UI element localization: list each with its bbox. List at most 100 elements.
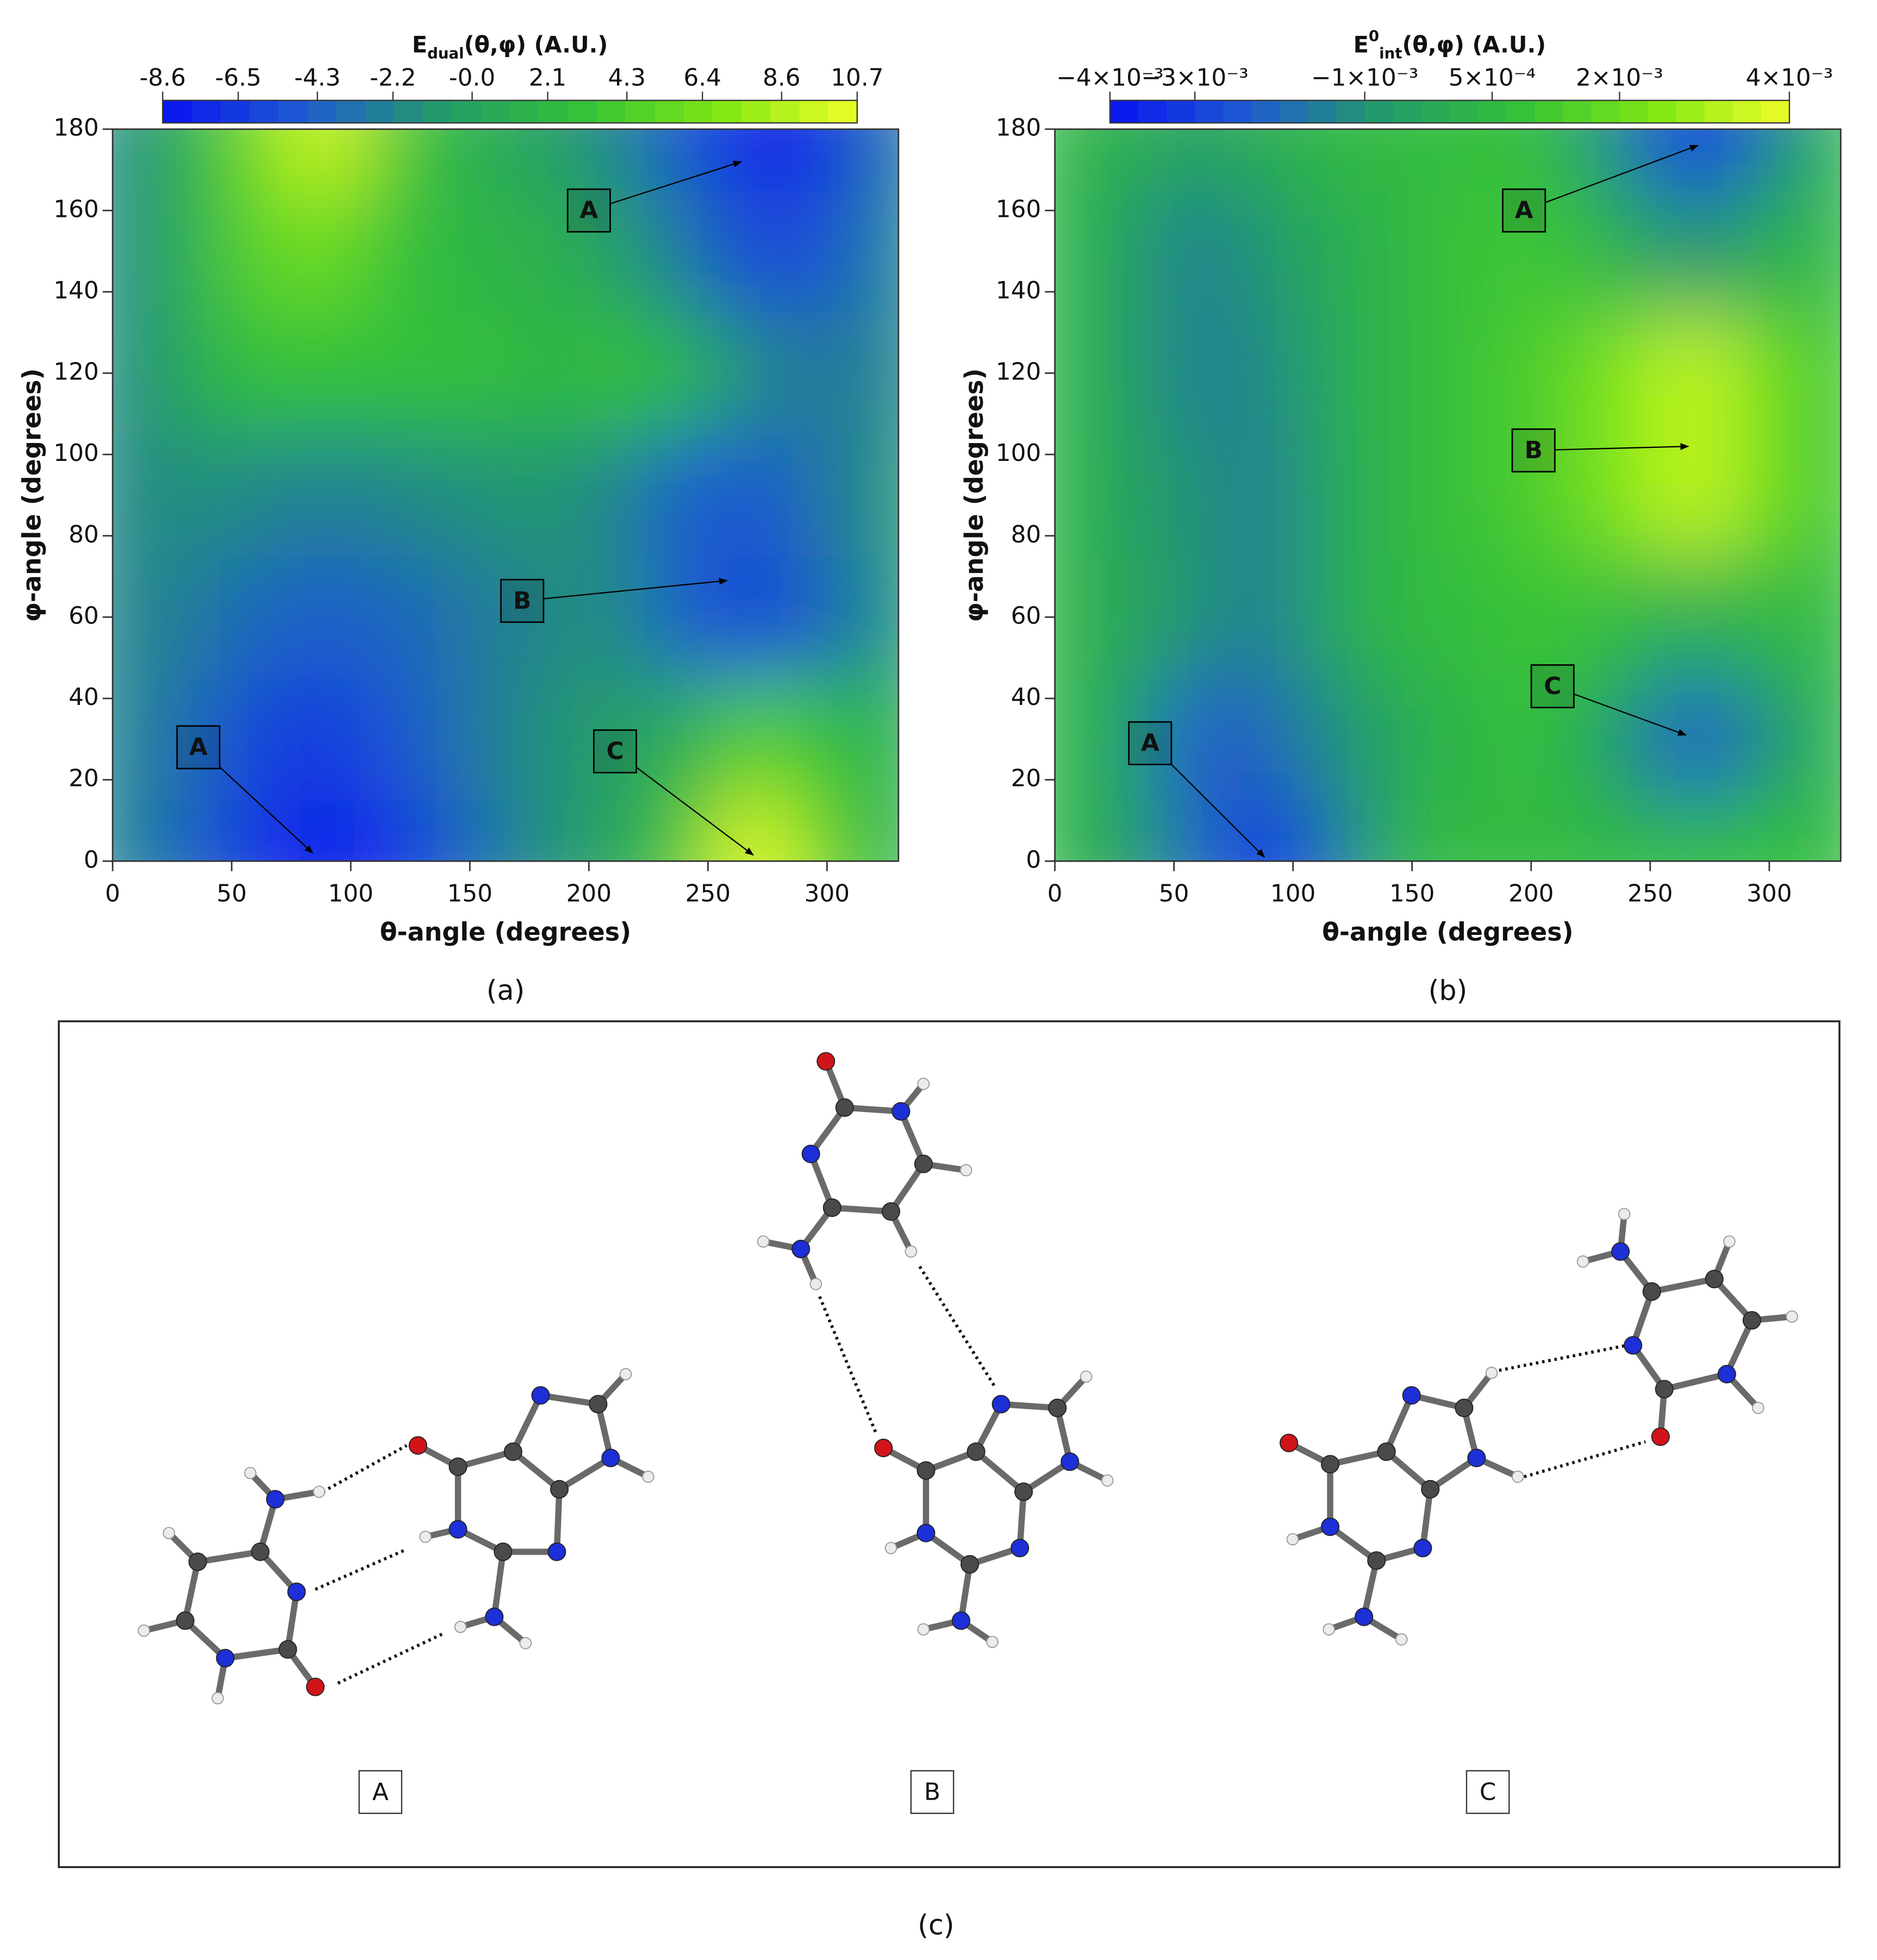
cell xyxy=(147,129,221,191)
cell xyxy=(1090,677,1163,801)
atom xyxy=(188,1552,207,1571)
annotation-arrow xyxy=(1171,764,1265,858)
atom xyxy=(835,1098,854,1117)
cell xyxy=(1161,129,1234,191)
bond xyxy=(958,1564,973,1621)
bond xyxy=(491,1551,507,1618)
atom xyxy=(589,1395,608,1414)
cell xyxy=(719,677,792,801)
cell xyxy=(1732,677,1806,801)
cell xyxy=(290,799,364,862)
cell xyxy=(1375,129,1449,191)
cell xyxy=(576,189,650,313)
colorbar-band xyxy=(249,100,279,123)
y-tick-label: 140 xyxy=(53,277,98,304)
cell xyxy=(1804,677,1841,801)
hydrogen-bond xyxy=(337,1632,445,1685)
cell xyxy=(719,311,792,435)
hydrogen-bond xyxy=(322,1444,408,1494)
y-axis-label: φ-angle (degrees) xyxy=(17,369,47,622)
cell xyxy=(433,311,507,435)
colorbar-band xyxy=(1109,100,1139,123)
cell xyxy=(290,189,364,313)
y-tick-label: 80 xyxy=(1011,521,1042,548)
cell xyxy=(504,129,578,191)
cell xyxy=(433,677,507,801)
colorbar-tick-label: 8.6 xyxy=(763,64,801,92)
colorbar-tick-label: 6.4 xyxy=(683,64,721,92)
bond xyxy=(540,1392,599,1408)
atom xyxy=(211,1692,224,1705)
y-tick-label: 60 xyxy=(1011,602,1042,629)
bond xyxy=(182,1561,201,1621)
cell xyxy=(1161,677,1234,801)
x-tick-label: 250 xyxy=(1627,879,1673,907)
colorbar-band xyxy=(1195,100,1224,123)
atom xyxy=(408,1436,427,1455)
annotation-label: A xyxy=(189,733,208,761)
atom xyxy=(485,1607,504,1626)
colorbar-band xyxy=(365,100,395,123)
hydrogen-bond xyxy=(1499,1344,1627,1372)
x-tick-label: 150 xyxy=(1389,879,1435,907)
bond xyxy=(808,1106,847,1156)
colorbar-band xyxy=(799,100,830,123)
cell xyxy=(219,311,292,435)
atom xyxy=(809,1278,822,1290)
atom xyxy=(138,1624,151,1637)
title-base: E xyxy=(1354,32,1369,58)
cell xyxy=(576,555,650,679)
cell xyxy=(1518,129,1592,191)
plot-frame xyxy=(111,128,900,862)
cell xyxy=(862,799,899,862)
atom xyxy=(1705,1270,1724,1289)
cell xyxy=(790,189,864,313)
bond xyxy=(888,1162,926,1214)
atom xyxy=(531,1386,550,1405)
atom xyxy=(1611,1242,1630,1261)
atom xyxy=(881,1202,901,1221)
cell xyxy=(1232,433,1306,557)
hydrogen-bond xyxy=(314,1547,408,1591)
atom xyxy=(176,1611,195,1630)
bond xyxy=(1384,1449,1432,1492)
atom xyxy=(801,1144,820,1164)
cell xyxy=(1804,189,1841,313)
colorbar-band xyxy=(1761,100,1791,123)
cell xyxy=(1375,189,1449,313)
bond xyxy=(197,1549,261,1565)
cell xyxy=(1661,311,1735,435)
cell xyxy=(1661,677,1735,801)
atom xyxy=(1752,1402,1764,1414)
cell xyxy=(862,189,899,313)
cell xyxy=(1590,433,1663,557)
annotation-label: B xyxy=(1524,436,1542,464)
colorbar-tick-label: 2×10⁻³ xyxy=(1576,64,1663,92)
annotation-label: A xyxy=(1515,197,1533,224)
colorbar-band xyxy=(1619,100,1649,123)
atom xyxy=(1402,1386,1421,1405)
colorbar-band xyxy=(394,100,424,123)
colorbar-band xyxy=(1648,100,1677,123)
cell xyxy=(1375,311,1449,435)
y-axis-label: φ-angle (degrees) xyxy=(959,369,989,622)
cell xyxy=(1661,189,1735,313)
cell xyxy=(362,189,435,313)
colorbar-band xyxy=(452,100,482,123)
atom xyxy=(966,1442,986,1461)
atom xyxy=(1717,1365,1736,1384)
cell xyxy=(147,555,221,679)
cell xyxy=(1232,555,1306,679)
x-tick-label: 50 xyxy=(1159,879,1189,907)
molecule xyxy=(757,1052,1114,1649)
colorbar-band xyxy=(539,100,569,123)
cell xyxy=(576,433,650,557)
cell xyxy=(433,189,507,313)
cell xyxy=(790,311,864,435)
cell xyxy=(1304,555,1377,679)
atom xyxy=(216,1649,235,1668)
cell xyxy=(647,311,721,435)
colorbar-tick-label: -4.3 xyxy=(294,64,340,92)
